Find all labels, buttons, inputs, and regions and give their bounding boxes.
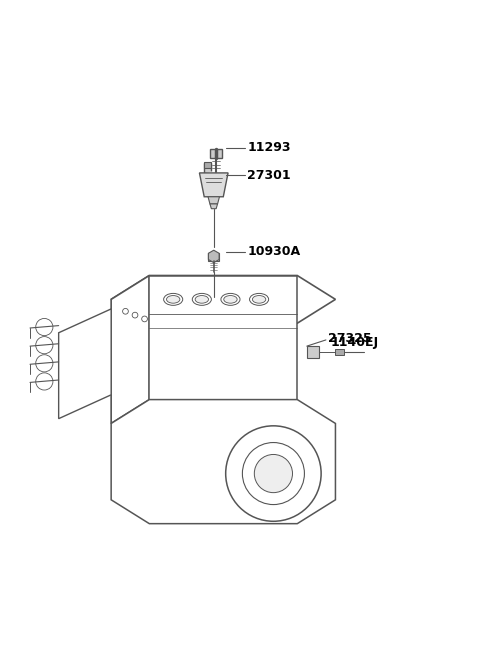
Polygon shape xyxy=(149,276,297,400)
Circle shape xyxy=(254,455,292,493)
FancyBboxPatch shape xyxy=(208,253,219,261)
Ellipse shape xyxy=(250,293,269,305)
Circle shape xyxy=(36,337,53,354)
Bar xyxy=(307,346,319,358)
Ellipse shape xyxy=(195,296,208,303)
Text: 27301: 27301 xyxy=(247,169,291,182)
Polygon shape xyxy=(210,204,217,209)
Bar xyxy=(336,349,344,355)
Ellipse shape xyxy=(167,296,180,303)
Ellipse shape xyxy=(192,293,211,305)
Ellipse shape xyxy=(164,293,183,305)
Circle shape xyxy=(122,308,128,314)
FancyBboxPatch shape xyxy=(210,149,222,157)
Polygon shape xyxy=(204,163,211,173)
Text: 11293: 11293 xyxy=(247,141,291,154)
Text: 27325: 27325 xyxy=(328,332,372,345)
Polygon shape xyxy=(208,197,219,204)
Polygon shape xyxy=(111,276,149,423)
Text: 1140EJ: 1140EJ xyxy=(331,337,379,350)
Polygon shape xyxy=(59,309,111,419)
Polygon shape xyxy=(199,173,228,197)
Bar xyxy=(204,163,211,168)
Circle shape xyxy=(226,426,321,522)
Polygon shape xyxy=(111,400,336,523)
Circle shape xyxy=(36,355,53,372)
Circle shape xyxy=(36,318,53,336)
Circle shape xyxy=(142,316,147,322)
Ellipse shape xyxy=(224,296,237,303)
Circle shape xyxy=(132,312,138,318)
Text: 10930A: 10930A xyxy=(247,245,300,258)
Polygon shape xyxy=(208,250,219,262)
Ellipse shape xyxy=(252,296,266,303)
Polygon shape xyxy=(111,276,336,323)
Circle shape xyxy=(36,373,53,390)
Ellipse shape xyxy=(221,293,240,305)
Circle shape xyxy=(242,443,304,504)
